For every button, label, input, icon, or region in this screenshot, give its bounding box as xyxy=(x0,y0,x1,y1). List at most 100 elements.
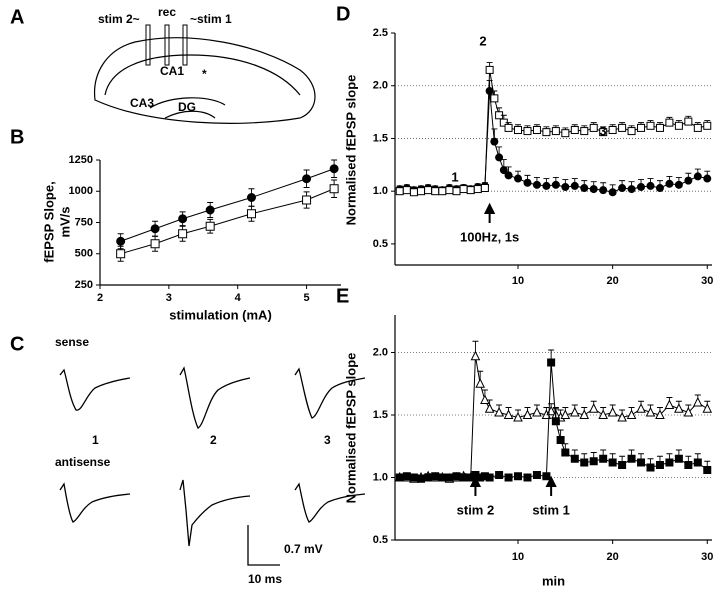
marker xyxy=(561,182,570,191)
marker xyxy=(473,185,482,194)
marker xyxy=(459,185,468,194)
marker xyxy=(589,123,598,132)
trace-label: 3 xyxy=(324,433,331,447)
marker xyxy=(607,406,618,417)
marker xyxy=(684,117,693,126)
marker xyxy=(703,121,712,130)
electrode xyxy=(182,24,188,66)
stimulus-arrow xyxy=(545,475,557,496)
marker xyxy=(514,126,523,135)
y-tick-label: 1.5 xyxy=(373,409,388,421)
panel-label: E xyxy=(336,285,349,307)
marker xyxy=(556,436,565,444)
marker xyxy=(598,409,608,419)
marker xyxy=(665,179,674,188)
annotation: 1 xyxy=(451,169,458,184)
marker xyxy=(637,123,646,132)
marker xyxy=(522,409,533,419)
x-tick-label: 10 xyxy=(512,551,524,563)
marker xyxy=(665,458,674,467)
marker xyxy=(409,473,418,482)
y-axis-label: mV/s xyxy=(57,206,72,237)
stim-label: stim 2~ xyxy=(98,12,140,26)
marker xyxy=(490,94,499,103)
x-tick-label: 3 xyxy=(166,292,172,304)
marker xyxy=(438,187,447,196)
marker xyxy=(445,473,454,482)
marker xyxy=(636,403,646,413)
rec-label: rec xyxy=(158,5,176,19)
marker xyxy=(618,184,627,193)
y-tick-label: 0.5 xyxy=(373,238,388,250)
marker xyxy=(599,128,608,137)
marker xyxy=(551,127,560,136)
marker xyxy=(646,181,655,190)
marker xyxy=(646,121,655,130)
marker xyxy=(674,403,684,413)
trace-label: 2 xyxy=(210,433,217,447)
marker xyxy=(116,249,126,259)
marker xyxy=(532,126,541,135)
y-tick-label: 1.5 xyxy=(373,132,388,144)
marker xyxy=(417,474,426,483)
y-tick-label: 2.5 xyxy=(373,27,388,39)
marker xyxy=(703,174,712,183)
stim-label: ~stim 1 xyxy=(190,12,232,26)
marker xyxy=(618,123,627,132)
marker xyxy=(504,171,513,180)
marker xyxy=(617,411,627,422)
panel-label: A xyxy=(10,6,24,28)
marker xyxy=(116,236,126,246)
marker xyxy=(417,187,426,196)
marker xyxy=(561,129,570,138)
marker xyxy=(424,473,433,482)
marker xyxy=(655,461,664,469)
x-tick-label: 5 xyxy=(304,292,310,304)
marker xyxy=(504,473,513,482)
marker xyxy=(547,358,556,367)
marker xyxy=(580,458,589,467)
marker xyxy=(532,180,541,189)
y-tick-label: 1000 xyxy=(69,185,93,197)
marker xyxy=(514,472,523,481)
marker xyxy=(485,65,494,74)
marker xyxy=(150,239,160,249)
marker xyxy=(570,181,579,190)
panel-label: D xyxy=(336,3,350,25)
trace xyxy=(59,368,131,411)
stimulus-arrow xyxy=(484,202,496,223)
marker xyxy=(627,185,636,194)
marker xyxy=(532,471,541,479)
marker xyxy=(618,461,627,469)
marker xyxy=(608,188,617,197)
x-axis-label: stimulation (mA) xyxy=(169,307,272,322)
marker xyxy=(589,457,598,466)
marker xyxy=(674,454,683,463)
scale-label: 0.7 mV xyxy=(284,542,323,556)
marker xyxy=(402,186,411,195)
marker xyxy=(560,409,571,419)
marker xyxy=(579,409,590,419)
marker xyxy=(626,409,637,419)
x-tick-label: 2 xyxy=(97,292,103,304)
marker xyxy=(178,214,188,224)
region-label: CA3 xyxy=(130,96,154,110)
marker xyxy=(645,406,656,417)
marker xyxy=(523,473,532,482)
marker xyxy=(466,186,475,195)
marker xyxy=(513,411,523,422)
y-tick-label: 1.0 xyxy=(373,471,388,483)
marker xyxy=(608,458,617,467)
marker xyxy=(693,123,702,132)
marker xyxy=(569,406,580,417)
electrode xyxy=(145,24,151,66)
marker xyxy=(485,473,494,482)
marker xyxy=(627,127,636,136)
marker xyxy=(674,121,683,130)
marker xyxy=(664,399,675,409)
y-tick-label: 250 xyxy=(75,279,93,291)
marker xyxy=(674,180,683,189)
condition-label: sense xyxy=(55,335,89,349)
arrow-label: stim 2 xyxy=(457,502,495,517)
